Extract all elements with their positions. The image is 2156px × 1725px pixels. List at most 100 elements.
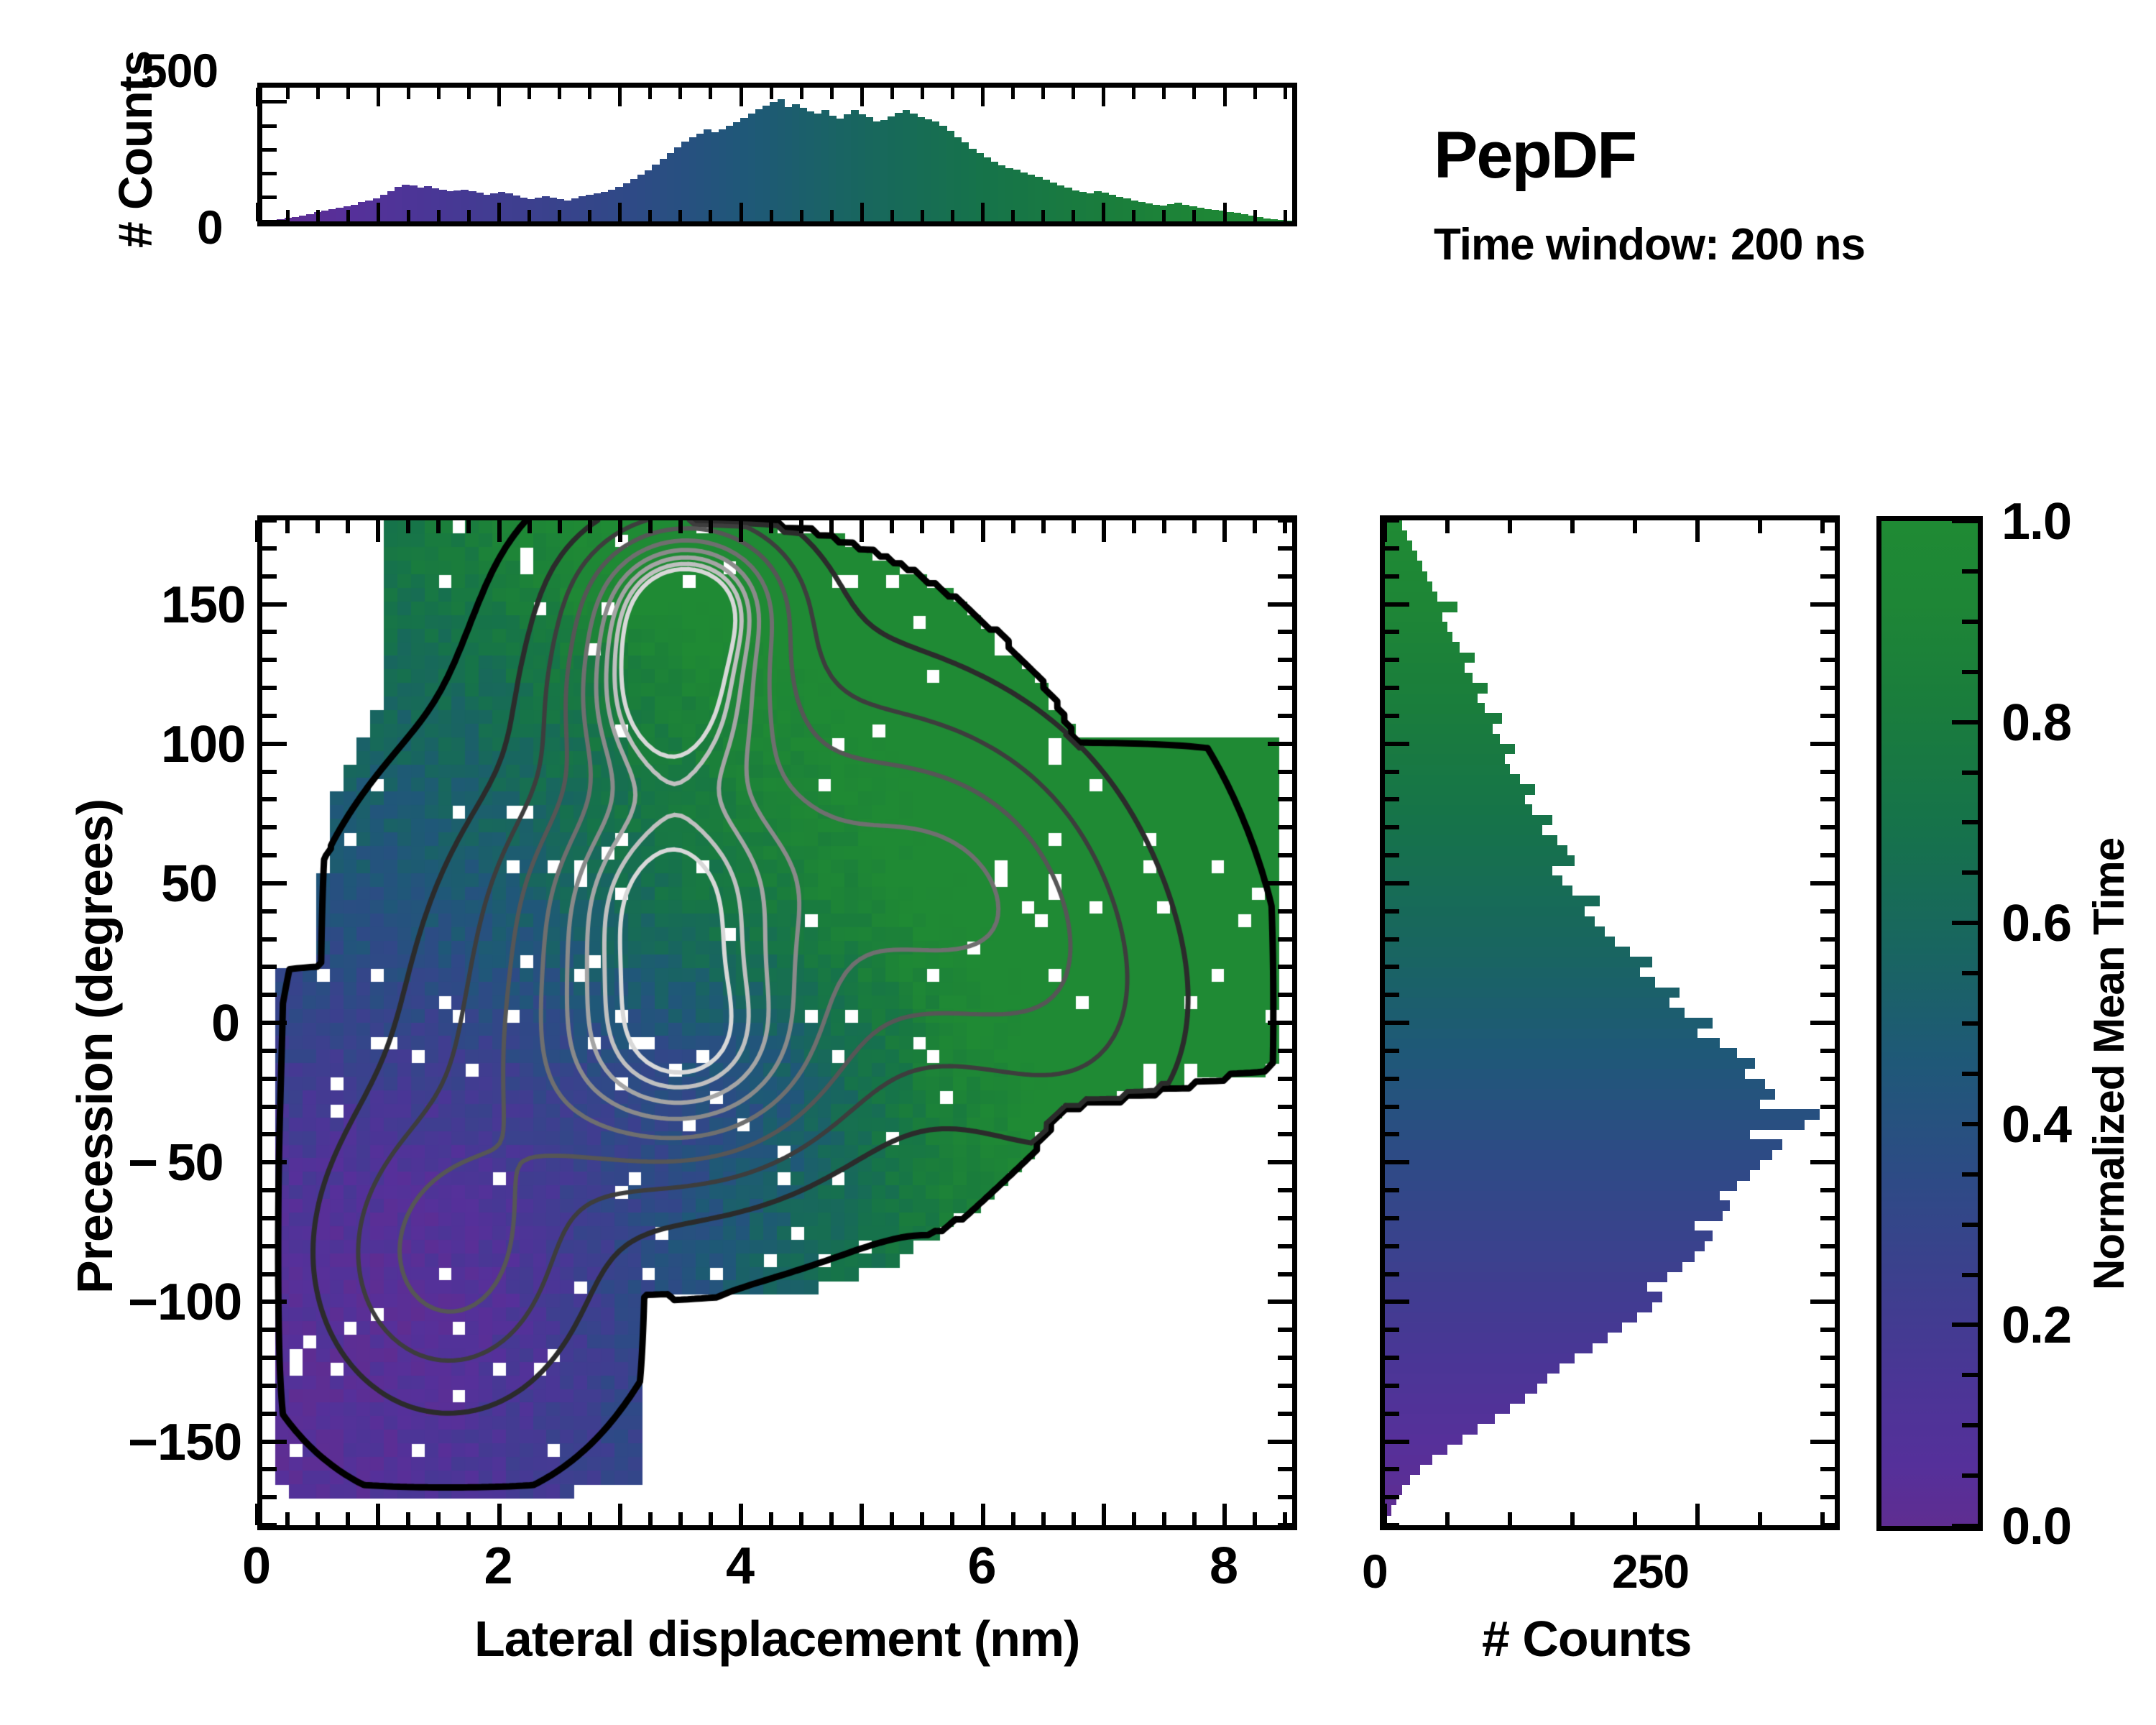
histogram-bar <box>402 184 410 221</box>
histogram-bar <box>1385 845 1567 856</box>
histogram-bar <box>924 119 933 221</box>
histogram-bar <box>1385 1169 1750 1181</box>
right-xtick-250: 250 <box>1612 1545 1690 1598</box>
main-xtick <box>617 1504 622 1525</box>
main-xtick <box>346 1512 351 1525</box>
top-panel-ylabel: # Counts <box>109 50 162 248</box>
histogram-bar <box>872 121 881 221</box>
histogram-bar <box>1020 172 1028 221</box>
histogram-bar <box>1233 213 1242 221</box>
histogram-bar <box>490 193 499 221</box>
right-ytick <box>1385 1048 1399 1053</box>
colorbar-tick <box>1952 921 1978 926</box>
right-ytick-right <box>1820 825 1835 830</box>
histogram-bar <box>1270 219 1279 221</box>
top-xtick-minor-upper <box>1162 88 1166 99</box>
main-xtick-top <box>769 520 774 533</box>
histogram-bar <box>424 185 433 221</box>
histogram-bar <box>461 189 469 221</box>
main-xtick <box>739 1504 744 1525</box>
main-ytick <box>262 993 277 998</box>
histogram-bar <box>350 204 359 221</box>
main-xtick-top <box>557 520 562 533</box>
page-title: PepDF <box>1434 119 1637 192</box>
top-xtick-minor-upper <box>678 88 683 99</box>
right-ytick <box>1385 1467 1399 1472</box>
main-ytick-right <box>1268 1439 1292 1444</box>
figure-subtitle: Time window: 200 ns <box>1434 220 1866 270</box>
histogram-bar <box>438 190 447 221</box>
right-ytick <box>1385 1215 1399 1220</box>
main-xtick <box>255 1504 259 1525</box>
right-xtick <box>1507 1512 1512 1525</box>
histogram-bar <box>1385 1393 1525 1404</box>
main-xtick <box>1222 1504 1227 1525</box>
right-ytick <box>1385 1188 1399 1192</box>
histogram-bar <box>1093 191 1102 221</box>
main-xtick <box>1253 1512 1258 1525</box>
histogram-bar <box>637 174 645 221</box>
main-xtick-label: 4 <box>726 1537 755 1595</box>
top-xtick-minor-upper <box>890 88 894 99</box>
histogram-bar <box>931 121 940 221</box>
histogram-bar <box>1385 632 1452 643</box>
histogram-bar <box>1385 571 1428 582</box>
main-ytick <box>262 1328 277 1333</box>
main-ytick <box>262 1383 277 1388</box>
main-xtick <box>557 1512 562 1525</box>
histogram-bar <box>1115 197 1124 221</box>
main-xtick <box>1192 1512 1197 1525</box>
main-xtick-label: 8 <box>1210 1537 1238 1595</box>
histogram-bar <box>1013 169 1021 221</box>
main-ytick-right <box>1278 1411 1292 1416</box>
main-ytick <box>262 1243 277 1248</box>
histogram-bar <box>622 183 631 221</box>
main-xtick-top <box>1010 520 1015 533</box>
top-xtick-minor-upper <box>588 88 592 99</box>
histogram-bar <box>791 104 800 221</box>
top-xtick-minor-upper <box>1072 88 1076 99</box>
histogram-bar <box>652 164 660 221</box>
histogram-bar <box>1123 198 1131 221</box>
top-xtick-minor-upper <box>346 88 350 99</box>
main-xtick-label: 0 <box>242 1537 271 1595</box>
main-xtick <box>285 1512 290 1525</box>
histogram-bar <box>1385 530 1408 541</box>
top-xtick-minor-upper <box>528 88 532 99</box>
histogram-bar <box>534 198 543 221</box>
right-ytick-right <box>1820 1523 1835 1527</box>
histogram-bar <box>1385 713 1503 724</box>
colorbar-tick <box>1962 1272 1978 1277</box>
main-xtick-top <box>436 520 441 533</box>
top-xtick-minor <box>1102 203 1106 221</box>
main-panel-xlabel: Lateral displacement (nm) <box>474 1611 1080 1667</box>
right-ytick <box>1385 1076 1399 1081</box>
top-xtick-minor <box>558 210 562 221</box>
histogram-bar <box>306 214 315 221</box>
top-xtick-minor <box>406 210 410 221</box>
histogram-bar <box>1385 1179 1738 1191</box>
histogram-bar <box>409 185 418 221</box>
histogram-bar <box>799 107 808 221</box>
top-xtick-minor <box>1041 210 1046 221</box>
top-xtick-minor-upper <box>769 88 773 99</box>
histogram-bar <box>1385 662 1465 673</box>
main-ytick-right <box>1278 797 1292 802</box>
main-ytick <box>262 825 277 830</box>
histogram-bar <box>1385 591 1438 602</box>
histogram-bar <box>681 142 690 221</box>
right-ytick-right <box>1820 1271 1835 1276</box>
histogram-bar <box>666 153 675 221</box>
right-xtick-top <box>1757 520 1762 533</box>
colorbar-tick <box>1962 770 1978 775</box>
histogram-bar <box>1385 1373 1548 1384</box>
histogram-bar <box>291 217 300 221</box>
histogram-bar <box>608 190 616 221</box>
histogram-bar <box>1385 733 1500 745</box>
main-ytick <box>262 1048 277 1053</box>
main-ytick <box>262 1467 277 1472</box>
top-ytick <box>262 124 277 128</box>
main-ytick <box>262 797 277 802</box>
histogram-bar <box>1385 1210 1723 1222</box>
histogram-bar <box>468 190 476 221</box>
